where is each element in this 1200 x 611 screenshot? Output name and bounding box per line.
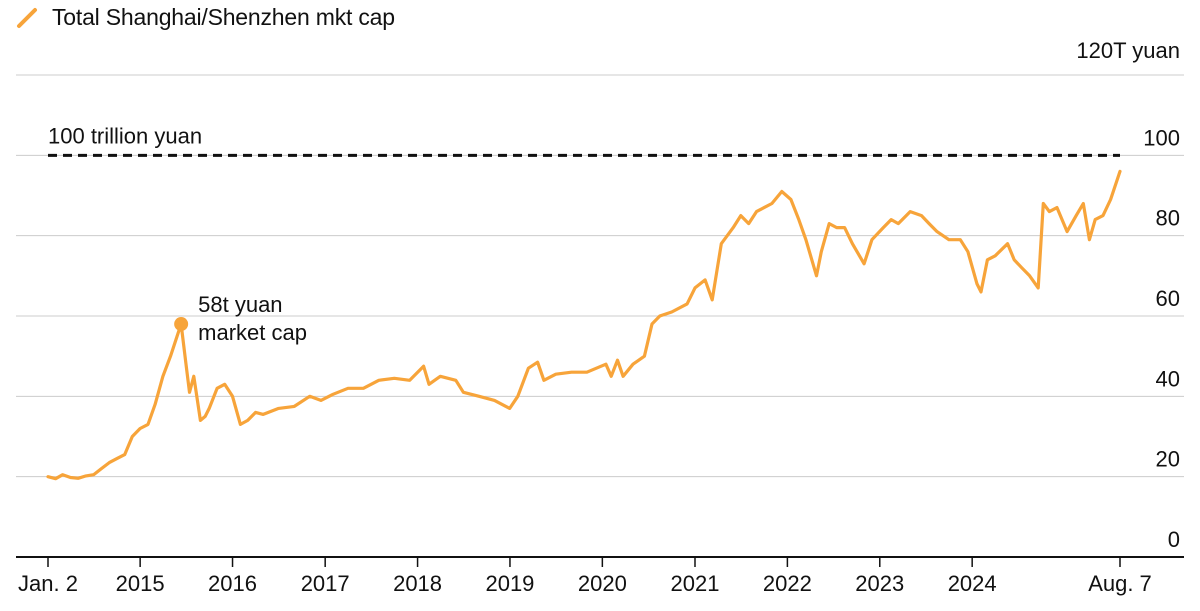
x-tick-label-10: 2024 — [948, 571, 997, 596]
reference-line-label: 100 trillion yuan — [48, 123, 202, 148]
y-tick-label-0: 0 — [1168, 527, 1180, 552]
series-line-market-cap — [46, 169, 1122, 481]
y-tick-label-60: 60 — [1156, 286, 1180, 311]
x-tick-label-5: 2019 — [485, 571, 534, 596]
y-tick-label-40: 40 — [1156, 366, 1180, 391]
peak-annotation-line-0: 58t yuan — [198, 292, 282, 317]
x-tick-label-4: 2018 — [393, 571, 442, 596]
x-tick-label-8: 2022 — [763, 571, 812, 596]
x-tick-label-9: 2023 — [855, 571, 904, 596]
x-tick-label-1: 2015 — [116, 571, 165, 596]
x-tick-label-7: 2021 — [671, 571, 720, 596]
legend-swatch-icon — [16, 7, 38, 29]
peak-annotation-line-1: market cap — [198, 320, 307, 345]
x-tick-label-3: 2017 — [301, 571, 350, 596]
y-tick-label-100: 100 — [1143, 125, 1180, 150]
x-tick-label-0: Jan. 2 — [18, 571, 78, 596]
y-tick-label-20: 20 — [1156, 447, 1180, 472]
x-tick-label-6: 2020 — [578, 571, 627, 596]
y-tick-label-80: 80 — [1156, 206, 1180, 231]
legend: Total Shanghai/Shenzhen mkt cap — [16, 4, 395, 31]
y-axis-unit-label: 120T yuan — [1076, 38, 1180, 63]
peak-marker — [174, 317, 189, 332]
x-tick-label-2: 2016 — [208, 571, 257, 596]
x-tick-label-11: Aug. 7 — [1088, 571, 1152, 596]
legend-label: Total Shanghai/Shenzhen mkt cap — [52, 4, 395, 30]
